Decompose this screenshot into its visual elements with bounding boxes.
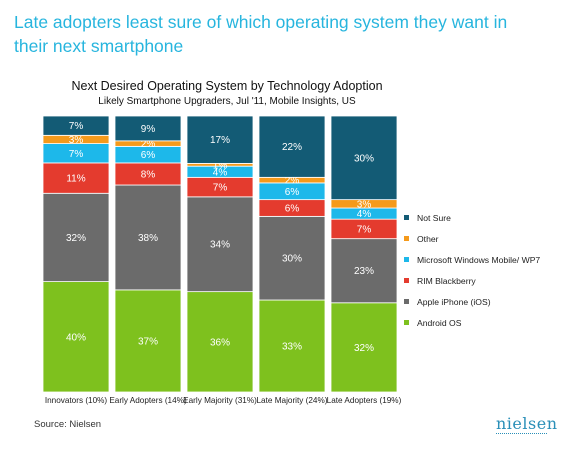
data-label: 7% [357, 224, 372, 235]
data-label: 3% [69, 135, 84, 146]
category-label: Late Majority (24%) [257, 396, 328, 405]
bar-segment-not-sure [258, 115, 326, 178]
category-label: Innovators (10%) [45, 396, 108, 405]
data-label: 4% [357, 209, 372, 220]
legend-label: RIM Blackberry [417, 276, 476, 286]
data-label: 17% [210, 135, 230, 146]
logo-underline [496, 433, 547, 435]
data-label: 9% [141, 124, 156, 135]
bar-segment-android-os [42, 281, 110, 393]
legend-label: Microsoft Windows Mobile/ WP7 [417, 255, 541, 265]
data-label: 1% [213, 160, 228, 171]
chart-subtitle: Likely Smartphone Upgraders, Jul '11, Mo… [98, 96, 356, 107]
bar-segment-apple-iphone-ios [114, 184, 182, 291]
data-label: 36% [210, 337, 230, 348]
legend-swatch [404, 236, 409, 242]
data-label: 7% [69, 121, 84, 132]
category-label: Early Adopters (14%) [109, 396, 187, 405]
data-label: 6% [141, 150, 156, 161]
bar-segment-android-os [258, 299, 326, 393]
data-label: 3% [357, 199, 372, 210]
data-label: 38% [138, 233, 158, 244]
bar-segment-not-sure [42, 115, 110, 136]
bar-segment-apple-iphone-ios [258, 215, 326, 301]
category-label: Early Majority (31%) [183, 396, 257, 405]
legend-item-microsoft: Microsoft Windows Mobile/ WP7 [404, 254, 540, 266]
data-label: 22% [282, 142, 302, 153]
bar-segment-apple-iphone-ios [330, 238, 398, 304]
data-label: 2% [141, 139, 156, 150]
legend-item-rim: RIM Blackberry [404, 275, 476, 287]
legend-swatch [404, 299, 409, 305]
data-label: 7% [213, 183, 228, 194]
legend-item-other: Other [404, 233, 439, 245]
legend-label: Apple iPhone (iOS) [417, 297, 491, 307]
data-label: 23% [354, 266, 374, 277]
legend-swatch [404, 215, 409, 221]
data-label: 6% [285, 187, 300, 198]
bar-segment-rim-blackberry [42, 162, 110, 194]
data-label: 2% [285, 176, 300, 187]
chart-title: Next Desired Operating System by Technol… [71, 79, 383, 93]
headline: Late adopters least sure of which operat… [14, 12, 508, 56]
legend-item-apple: Apple iPhone (iOS) [404, 296, 491, 308]
bar-segment-apple-iphone-ios [186, 196, 254, 293]
legend-label: Not Sure [417, 213, 451, 223]
legend-swatch [404, 257, 409, 263]
data-label: 6% [285, 204, 300, 215]
data-label: 8% [141, 169, 156, 180]
bar-segment-not-sure [114, 115, 182, 142]
legend-label: Other [417, 234, 439, 244]
bar-segment-android-os [114, 289, 182, 393]
data-label: 40% [66, 332, 86, 343]
data-label: 4% [213, 167, 228, 178]
data-label: 7% [69, 149, 84, 160]
bar-segment-android-os [186, 291, 254, 393]
data-label: 30% [354, 153, 374, 164]
data-label: 32% [66, 233, 86, 244]
data-label: 30% [282, 254, 302, 265]
nielsen-logo: nielsen [496, 414, 558, 433]
bar-segment-not-sure [186, 115, 254, 164]
data-label: 34% [210, 240, 230, 251]
data-label: 32% [354, 343, 374, 354]
data-label: 33% [282, 342, 302, 353]
legend-label: Android OS [417, 318, 462, 328]
data-label: 37% [138, 336, 158, 347]
legend-swatch [404, 278, 409, 284]
bar-segment-not-sure [330, 115, 398, 201]
category-label: Late Adopters (19%) [327, 396, 402, 405]
legend-item-not-sure: Not Sure [404, 212, 451, 224]
legend-item-android: Android OS [404, 317, 461, 329]
data-label: 11% [66, 174, 85, 185]
source-note: Source: Nielsen [34, 419, 102, 430]
legend-swatch [404, 320, 409, 326]
